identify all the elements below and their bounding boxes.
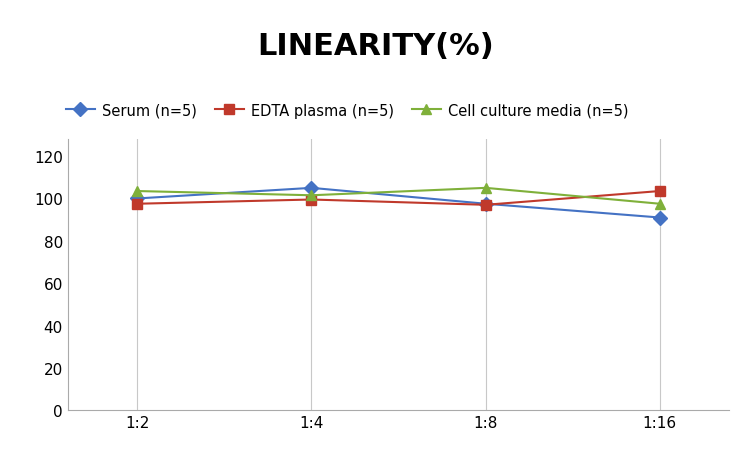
Cell culture media (n=5): [307, 193, 316, 198]
Text: LINEARITY(%): LINEARITY(%): [258, 32, 494, 60]
Line: Cell culture media (n=5): Cell culture media (n=5): [132, 184, 665, 209]
Cell culture media (n=5): [481, 186, 490, 191]
Cell culture media (n=5): [133, 189, 142, 194]
Serum (n=5): [655, 215, 664, 221]
Serum (n=5): [307, 186, 316, 191]
Cell culture media (n=5): [655, 202, 664, 207]
Line: Serum (n=5): Serum (n=5): [132, 184, 665, 223]
Serum (n=5): [481, 202, 490, 207]
Line: EDTA plasma (n=5): EDTA plasma (n=5): [132, 187, 665, 210]
EDTA plasma (n=5): [655, 189, 664, 194]
EDTA plasma (n=5): [133, 202, 142, 207]
EDTA plasma (n=5): [481, 202, 490, 208]
Serum (n=5): [133, 196, 142, 202]
EDTA plasma (n=5): [307, 198, 316, 203]
Legend: Serum (n=5), EDTA plasma (n=5), Cell culture media (n=5): Serum (n=5), EDTA plasma (n=5), Cell cul…: [60, 97, 635, 124]
